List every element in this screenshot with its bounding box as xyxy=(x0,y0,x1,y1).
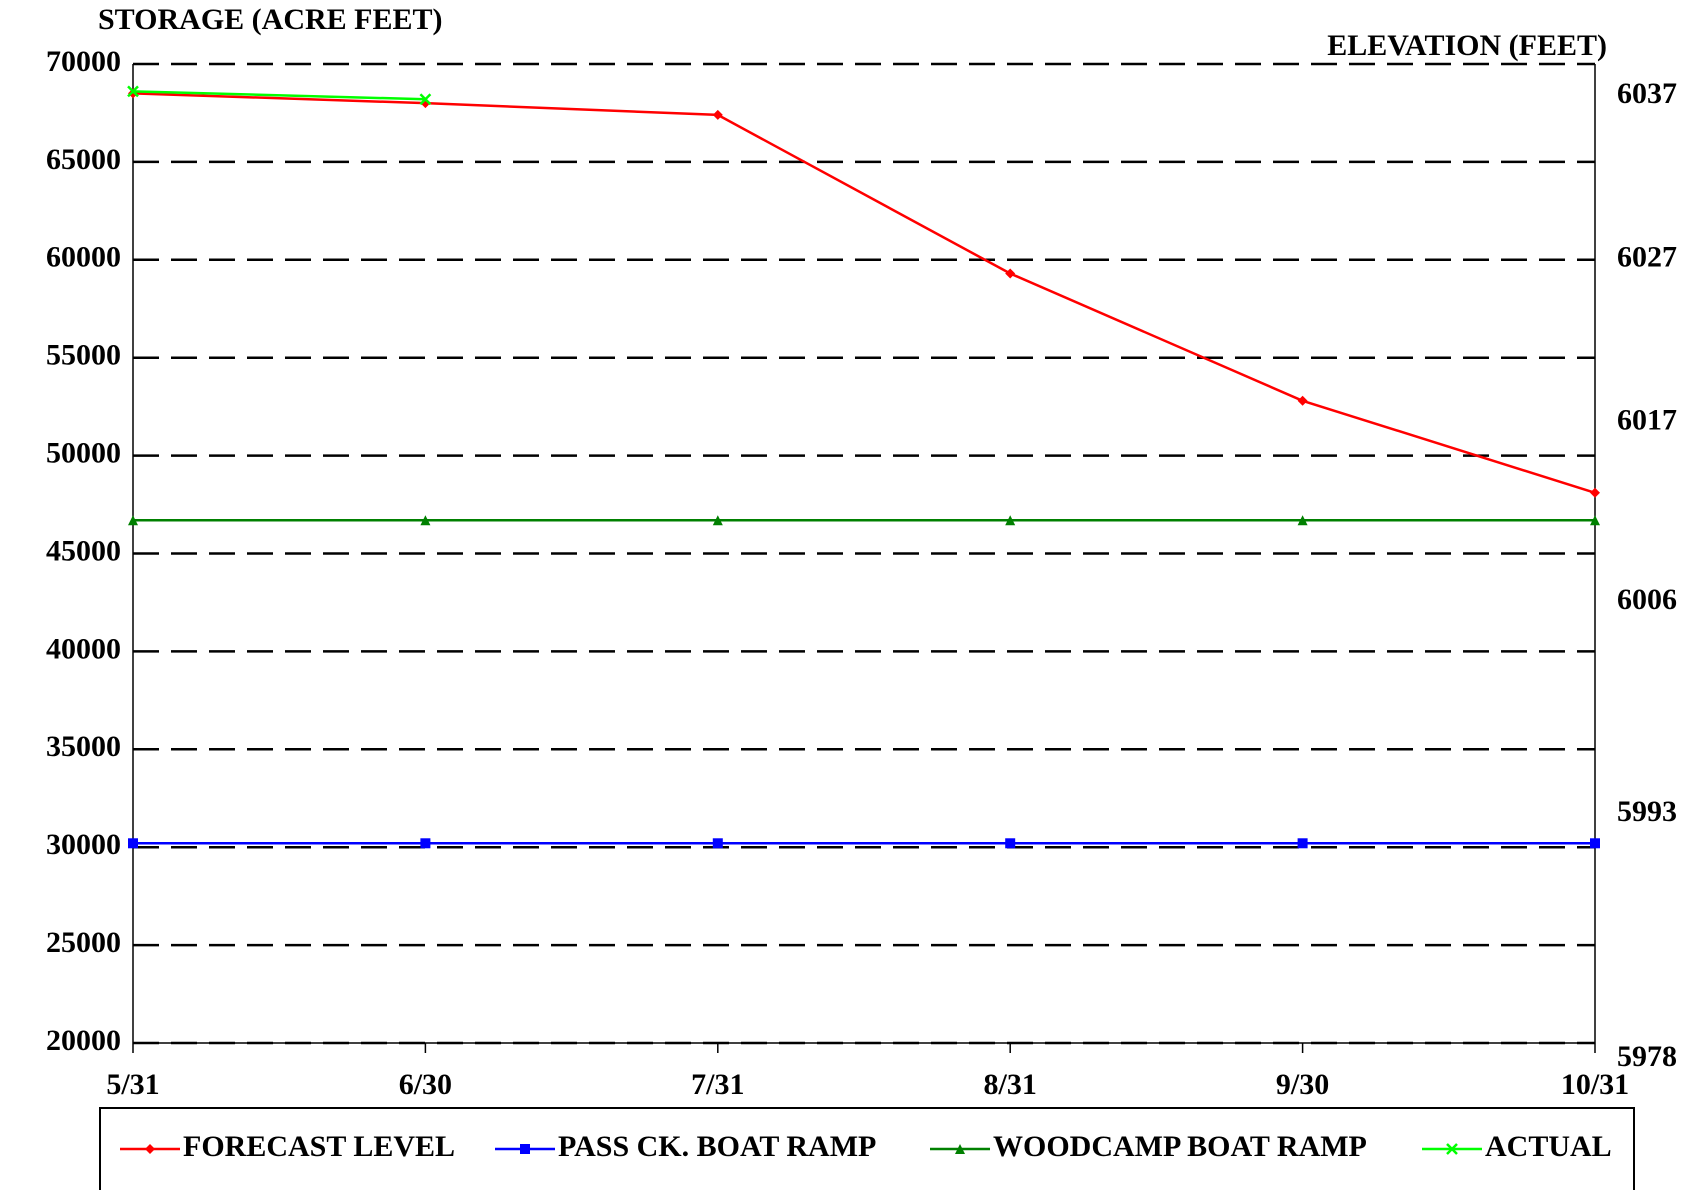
legend-label: PASS CK. BOAT RAMP xyxy=(558,1130,876,1163)
legend-marker xyxy=(1446,1143,1458,1155)
series-line xyxy=(132,92,1596,494)
legend-label: WOODCAMP BOAT RAMP xyxy=(993,1130,1367,1163)
x-tick-label: 7/31 xyxy=(691,1068,744,1101)
data-point xyxy=(1005,268,1016,279)
legend-label: ACTUAL xyxy=(1485,1130,1612,1163)
data-point xyxy=(128,838,138,849)
y-tick-label: 60000 xyxy=(46,241,121,274)
data-point xyxy=(128,515,138,526)
data-point xyxy=(712,109,723,120)
y-tick-label: 30000 xyxy=(46,828,121,861)
y2-tick-label: 5978 xyxy=(1617,1040,1677,1073)
y-tick-label: 70000 xyxy=(46,45,121,78)
x-tick-label: 9/30 xyxy=(1276,1068,1329,1101)
x-tick-label: 5/31 xyxy=(106,1068,159,1101)
data-point xyxy=(1590,838,1600,849)
y-tick-label: 20000 xyxy=(46,1024,121,1057)
y-tick-label: 65000 xyxy=(46,143,121,176)
data-point xyxy=(1005,515,1016,526)
legend-label: FORECAST LEVEL xyxy=(183,1130,455,1163)
data-point xyxy=(1297,838,1308,849)
data-point xyxy=(420,838,431,849)
legend-marker xyxy=(955,1144,965,1154)
data-point xyxy=(420,515,431,526)
legend-box xyxy=(99,1107,1635,1190)
y2-tick-label: 6037 xyxy=(1617,77,1677,110)
y-axis-title: STORAGE (ACRE FEET) xyxy=(98,3,443,36)
y2-axis-title: ELEVATION (FEET) xyxy=(1327,29,1607,62)
data-point xyxy=(712,838,723,849)
data-point xyxy=(1297,395,1308,406)
y-tick-label: 40000 xyxy=(46,632,121,665)
data-point xyxy=(1590,515,1600,526)
legend-marker xyxy=(520,1144,530,1154)
data-point xyxy=(712,515,723,526)
x-tick-label: 10/31 xyxy=(1561,1068,1629,1101)
y2-tick-label: 5993 xyxy=(1617,795,1677,828)
data-point xyxy=(127,85,139,98)
series-line xyxy=(132,90,426,101)
y-tick-label: 45000 xyxy=(46,534,121,567)
data-point xyxy=(1590,487,1600,498)
y-tick-label: 35000 xyxy=(46,730,121,763)
legend-marker xyxy=(145,1144,155,1154)
x-tick-label: 8/31 xyxy=(984,1068,1037,1101)
y2-tick-label: 6017 xyxy=(1617,404,1677,437)
y2-tick-label: 6006 xyxy=(1617,583,1677,616)
y-tick-label: 50000 xyxy=(46,436,121,469)
y2-tick-label: 6027 xyxy=(1617,240,1677,273)
data-point xyxy=(1297,515,1308,526)
x-tick-label: 6/30 xyxy=(399,1068,452,1101)
y-tick-label: 55000 xyxy=(46,339,121,372)
data-point xyxy=(1005,838,1016,849)
y-tick-label: 25000 xyxy=(46,926,121,959)
data-point xyxy=(419,93,432,106)
